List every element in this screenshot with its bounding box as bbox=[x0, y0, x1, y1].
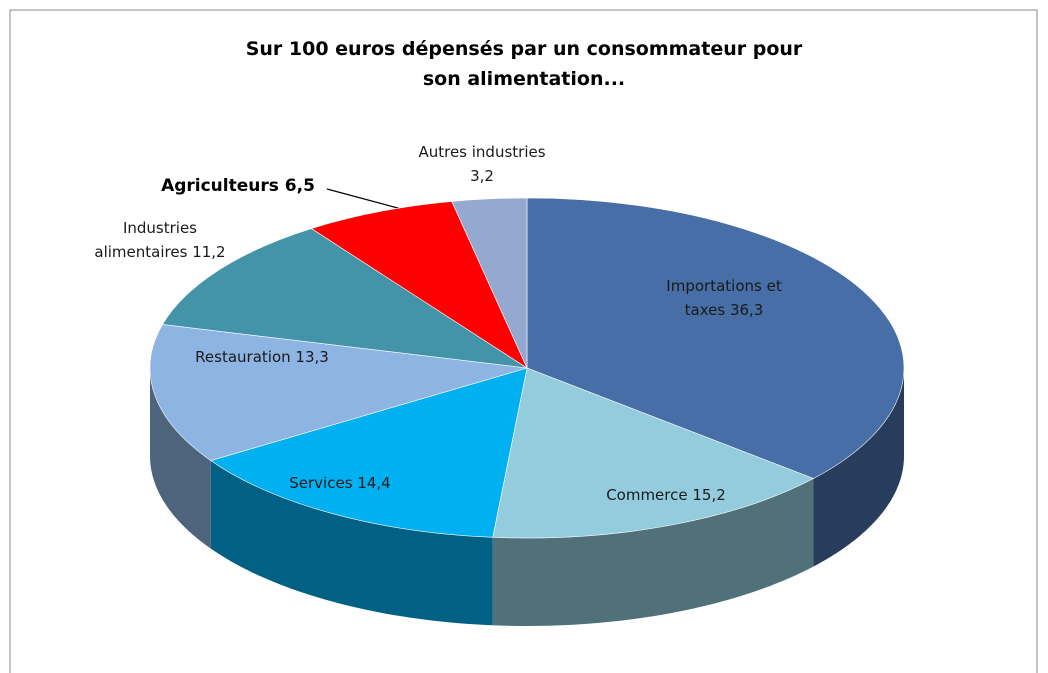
category-label: Services bbox=[289, 474, 353, 492]
chart-title: Sur 100 euros dépensés par un consommate… bbox=[245, 38, 803, 90]
slice bbox=[149, 324, 528, 461]
data-label: Restauration 13,3 bbox=[162, 345, 362, 369]
data-label: Autres industries 3,2 bbox=[412, 140, 552, 188]
category-label: Agriculteurs bbox=[161, 176, 279, 196]
value-label: 14,4 bbox=[357, 474, 391, 492]
value-label: 6,5 bbox=[284, 176, 315, 196]
slice bbox=[210, 367, 528, 538]
slice bbox=[526, 197, 905, 479]
category-label: Commerce bbox=[606, 486, 688, 504]
slice-side bbox=[492, 478, 814, 626]
value-label: 11,2 bbox=[192, 243, 226, 261]
slice bbox=[492, 367, 815, 539]
slice bbox=[162, 228, 528, 369]
value-label: 15,2 bbox=[692, 486, 726, 504]
slice bbox=[451, 197, 528, 369]
data-label: Importations et taxes 36,3 bbox=[649, 274, 799, 322]
leader-line bbox=[326, 188, 406, 211]
data-label: Agriculteurs 6,5 bbox=[138, 174, 338, 198]
pie-sides bbox=[150, 368, 904, 626]
category-label: Industries alimentaires bbox=[94, 219, 198, 261]
value-label: 13,3 bbox=[295, 348, 329, 366]
data-label: Industries alimentaires 11,2 bbox=[80, 216, 240, 264]
slice bbox=[310, 201, 528, 369]
category-label: Importations et taxes bbox=[666, 277, 782, 319]
slice-side bbox=[150, 368, 211, 549]
value-label: 3,2 bbox=[470, 167, 494, 185]
data-label: Services 14,4 bbox=[240, 471, 440, 495]
category-label: Restauration bbox=[195, 348, 291, 366]
slice-side bbox=[210, 460, 493, 626]
slice-side bbox=[813, 368, 904, 567]
data-label: Commerce 15,2 bbox=[566, 483, 766, 507]
category-label: Autres industries bbox=[418, 143, 546, 161]
value-label: 36,3 bbox=[729, 301, 764, 319]
